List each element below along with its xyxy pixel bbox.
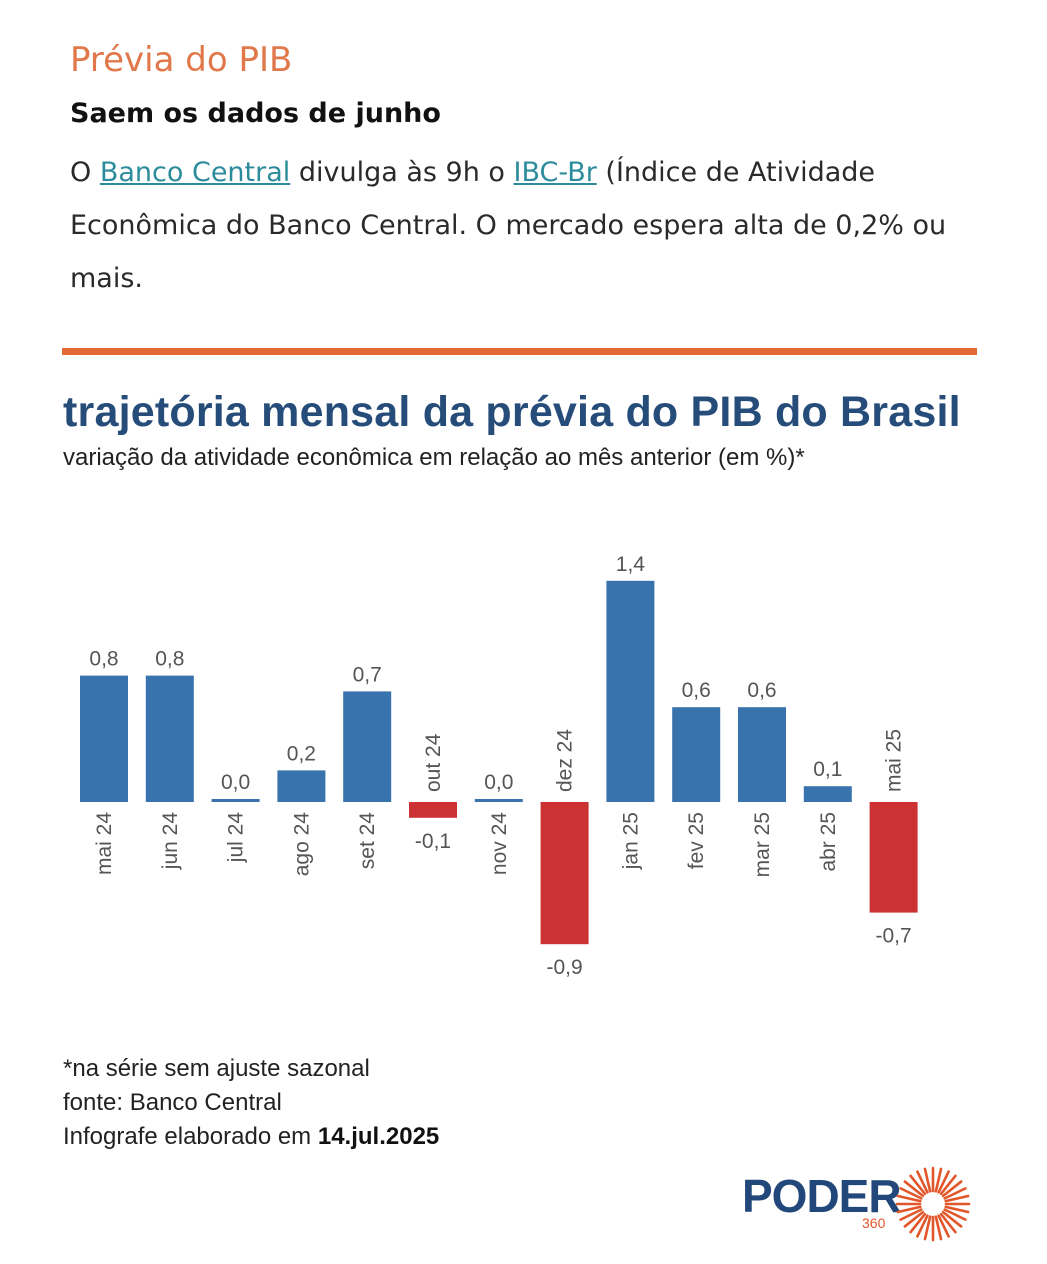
body-text-3: (Índice de Atividade Econômica do Banco … <box>70 157 947 294</box>
sun-icon <box>895 1166 971 1242</box>
category-label: out 24 <box>422 733 445 792</box>
footnotes: *na série sem ajuste sazonal fonte: Banc… <box>63 1052 439 1154</box>
value-label: 0,7 <box>353 663 382 686</box>
body-text-1: O <box>70 157 100 188</box>
bar-abr-25 <box>803 786 852 802</box>
category-label: abr 25 <box>817 812 840 872</box>
banco-central-link[interactable]: Banco Central <box>99 157 291 188</box>
bar-chart: 0,8 mai 24 0,8 jun 24 0,0 jul 24 0,2 ago 24 0,7 s… <box>80 553 918 979</box>
bar-out-24 <box>409 802 457 818</box>
bar-mai-24 <box>80 675 128 802</box>
bar-fev-25 <box>672 707 721 802</box>
logo-number: 360 <box>862 1215 886 1231</box>
bar-mar-25 <box>738 707 786 802</box>
publish-date: 14.jul.2025 <box>317 1123 440 1150</box>
value-label: 0,8 <box>155 648 184 671</box>
category-label: fev 25 <box>685 812 708 869</box>
value-label: -0,7 <box>876 925 912 948</box>
body-text-2: divulga às 9h o <box>290 157 514 188</box>
chart-title: trajetória mensal da prévia do PIB do Br… <box>63 388 961 436</box>
value-label: 0,8 <box>89 648 118 671</box>
section-kicker: Prévia do PIB <box>70 40 293 80</box>
bar-nov-24 <box>474 799 523 802</box>
value-label: 0,6 <box>747 679 776 702</box>
category-label: dez 24 <box>554 729 577 792</box>
value-label: 0,0 <box>484 771 513 794</box>
bar-jan-25 <box>606 580 655 802</box>
bar-mai-25 <box>869 802 918 913</box>
date-prefix: Infografe elaborado em <box>63 1123 318 1150</box>
chart-subtitle: variação da atividade econômica em relaç… <box>63 444 805 471</box>
category-label: mai 24 <box>93 812 116 875</box>
value-label: -0,9 <box>547 956 583 979</box>
bar-jun-24 <box>145 675 194 802</box>
seasonal-note: *na série sem ajuste sazonal <box>63 1055 370 1082</box>
category-label: jul 24 <box>225 812 248 864</box>
category-label: mar 25 <box>751 812 774 877</box>
headline: Saem os dados de junho <box>70 98 441 129</box>
value-label: 0,2 <box>287 742 316 765</box>
category-label: jun 24 <box>159 812 182 871</box>
section-divider <box>62 348 977 355</box>
article-paragraph: O Banco Central divulga às 9h o IBC-Br (… <box>70 146 970 305</box>
category-label: ago 24 <box>290 812 313 877</box>
value-label: 0,1 <box>813 758 842 781</box>
value-label: 1,4 <box>616 553 646 576</box>
category-label: mai 25 <box>883 729 906 792</box>
value-label: 0,0 <box>221 771 250 794</box>
logo-wordmark: PODER <box>742 1170 902 1222</box>
poder360-logo: PODER 360 <box>742 1165 972 1245</box>
bar-dez-24 <box>540 802 589 945</box>
value-label: -0,1 <box>415 830 451 853</box>
date-note: Infografe elaborado em 14.jul.2025 <box>63 1120 439 1154</box>
category-label: jan 25 <box>619 812 642 870</box>
category-label: nov 24 <box>488 812 511 875</box>
value-label: 0,6 <box>682 679 711 702</box>
bar-jul-24 <box>211 799 260 802</box>
source-note: fonte: Banco Central <box>63 1089 282 1116</box>
category-label: set 24 <box>356 812 379 870</box>
ibc-br-link[interactable]: IBC-Br <box>513 157 597 188</box>
bar-ago-24 <box>277 770 326 802</box>
bar-set-24 <box>343 691 392 802</box>
